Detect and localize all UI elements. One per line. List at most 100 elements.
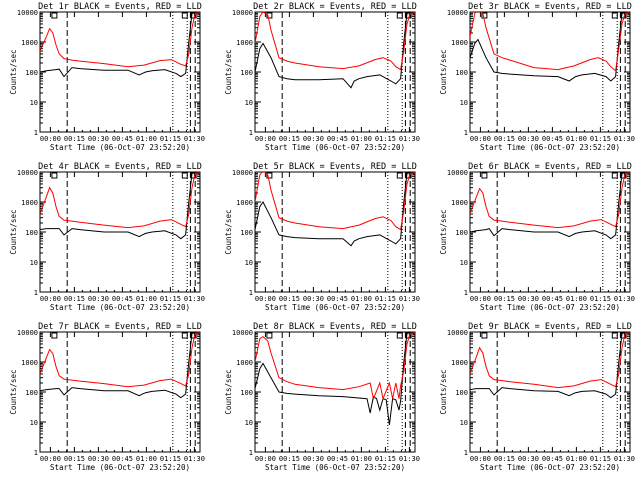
x-tick-label: 00:30 [303, 135, 324, 143]
plot-frame [254, 11, 416, 133]
x-tick-label: 00:45 [542, 295, 563, 303]
x-tick-label: 00:30 [88, 295, 109, 303]
x-tick-label: 01:30 [184, 455, 205, 463]
y-tick-label: 10 [460, 259, 468, 267]
x-axis-label: Start Time (06-Oct-07 23:52:20) [480, 463, 620, 472]
y-tick-label: 1 [249, 289, 253, 297]
marker-box [181, 332, 188, 339]
x-tick-label: 01:15 [375, 455, 396, 463]
plot-title: Det 1r BLACK = Events, RED = LLD [38, 2, 202, 12]
y-tick-label: 10000 [447, 329, 468, 337]
marker-box [266, 332, 273, 339]
marker-box [181, 172, 188, 179]
x-tick-label: 01:15 [160, 455, 181, 463]
x-tick-label: 00:30 [518, 135, 539, 143]
y-tick-label: 10 [460, 419, 468, 427]
plot-title: Det 2r BLACK = Events, RED = LLD [253, 2, 417, 12]
x-tick-label: 01:00 [136, 135, 157, 143]
events-series-line [470, 172, 630, 240]
y-axis-label: Counts/sec [439, 49, 448, 94]
x-tick-label: 01:15 [590, 135, 611, 143]
y-tick-label: 1 [464, 129, 468, 137]
y-tick-label: 100 [25, 389, 38, 397]
x-tick-label: 00:30 [303, 455, 324, 463]
x-tick-label: 01:30 [614, 455, 635, 463]
y-tick-label: 10 [245, 419, 253, 427]
marker-box [51, 172, 58, 179]
x-tick-label: 00:00 [470, 295, 491, 303]
events-series-line [470, 12, 630, 82]
detector-plot-6: Det 6r BLACK = Events, RED = LLD 1 10 100 10… [439, 162, 635, 312]
y-tick-label: 100 [25, 69, 38, 77]
plot-title: Det 4r BLACK = Events, RED = LLD [38, 162, 202, 172]
x-tick-label: 01:00 [566, 295, 587, 303]
marker-box [396, 172, 403, 179]
x-tick-label: 00:30 [518, 295, 539, 303]
x-tick-label: 00:45 [542, 135, 563, 143]
x-tick-label: 01:15 [590, 455, 611, 463]
plot-title: Det 8r BLACK = Events, RED = LLD [253, 322, 417, 332]
x-tick-label: 00:00 [470, 135, 491, 143]
lld-series-line [255, 12, 415, 71]
y-axis-label: Counts/sec [9, 209, 18, 254]
y-tick-label: 1 [34, 289, 38, 297]
x-axis-label: Start Time (06-Oct-07 23:52:20) [50, 463, 190, 472]
marker-box [266, 172, 273, 179]
x-tick-label: 01:30 [614, 135, 635, 143]
x-tick-label: 00:45 [327, 135, 348, 143]
plot-frame [39, 331, 201, 453]
x-tick-label: 00:00 [470, 455, 491, 463]
x-tick-label: 00:30 [88, 135, 109, 143]
plot-frame [39, 11, 201, 133]
x-tick-label: 00:15 [494, 135, 515, 143]
lld-series-line [470, 172, 630, 229]
x-tick-label: 01:00 [566, 455, 587, 463]
x-tick-label: 01:00 [351, 135, 372, 143]
x-tick-label: 00:15 [494, 295, 515, 303]
plot-frame [469, 331, 631, 453]
x-tick-label: 00:30 [88, 455, 109, 463]
plot-frame [254, 171, 416, 293]
detector-plot-4: Det 4r BLACK = Events, RED = LLD 1 10 100 10… [9, 162, 205, 312]
y-tick-label: 10000 [17, 9, 38, 17]
x-tick-label: 01:30 [184, 295, 205, 303]
detector-plot-5: Det 5r BLACK = Events, RED = LLD 1 10 100 10… [224, 162, 420, 312]
lld-series-line [40, 332, 200, 388]
lld-series-line [255, 172, 415, 231]
x-tick-label: 00:00 [255, 455, 276, 463]
x-tick-label: 01:00 [136, 455, 157, 463]
marker-box [396, 12, 403, 19]
marker-box [481, 332, 488, 339]
x-tick-label: 01:00 [136, 295, 157, 303]
y-tick-label: 100 [455, 229, 468, 237]
marker-box [611, 172, 618, 179]
x-tick-label: 01:00 [566, 135, 587, 143]
y-tick-label: 1000 [451, 359, 468, 367]
y-tick-label: 1000 [236, 39, 253, 47]
y-tick-label: 10 [245, 259, 253, 267]
x-tick-label: 00:45 [327, 295, 348, 303]
events-series-line [40, 172, 200, 240]
lld-series-line [40, 12, 200, 68]
y-tick-label: 1000 [236, 199, 253, 207]
detector-plot-2: Det 2r BLACK = Events, RED = LLD 1 10 100 10… [224, 2, 420, 152]
plot-title: Det 7r BLACK = Events, RED = LLD [38, 322, 202, 332]
x-axis-label: Start Time (06-Oct-07 23:52:20) [265, 303, 405, 312]
x-axis-label: Start Time (06-Oct-07 23:52:20) [480, 303, 620, 312]
x-tick-label: 01:00 [351, 455, 372, 463]
marker-box [51, 12, 58, 19]
y-tick-label: 100 [240, 389, 253, 397]
x-tick-label: 00:15 [279, 455, 300, 463]
x-tick-label: 01:30 [399, 455, 420, 463]
x-tick-label: 00:00 [40, 135, 61, 143]
y-tick-label: 1 [34, 449, 38, 457]
y-tick-label: 10000 [232, 169, 253, 177]
detector-plot-8: Det 8r BLACK = Events, RED = LLD 1 10 100 10… [224, 322, 420, 472]
marker-box [481, 172, 488, 179]
detector-plot-7: Det 7r BLACK = Events, RED = LLD 1 10 100 10… [9, 322, 205, 472]
marker-box [181, 12, 188, 19]
y-tick-label: 10000 [447, 9, 468, 17]
y-tick-label: 100 [25, 229, 38, 237]
y-tick-label: 1000 [451, 199, 468, 207]
lld-series-line [255, 332, 415, 401]
